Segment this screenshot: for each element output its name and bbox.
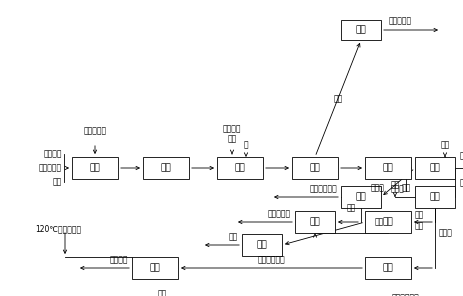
Bar xyxy=(414,157,454,179)
Bar xyxy=(217,157,263,179)
Bar xyxy=(340,20,380,40)
Text: 硫酸二甲酯: 硫酸二甲酯 xyxy=(83,126,106,135)
Text: 芒硝: 芒硝 xyxy=(228,232,238,241)
Text: 水: 水 xyxy=(243,140,248,149)
Text: 脱溶: 脱溶 xyxy=(355,192,366,202)
Text: 有机相: 有机相 xyxy=(370,183,384,192)
Text: 甲苯（回用）: 甲苯（回用） xyxy=(391,293,419,296)
Text: 硫酸: 硫酸 xyxy=(414,210,423,220)
Text: 水层: 水层 xyxy=(414,221,423,231)
Text: 120℃以下的组分: 120℃以下的组分 xyxy=(35,224,81,233)
Text: 水层: 水层 xyxy=(459,178,463,187)
Bar xyxy=(242,234,282,256)
Text: 甲苯: 甲苯 xyxy=(459,151,463,160)
Text: 有机相: 有机相 xyxy=(390,184,404,193)
Text: 冷凝: 冷凝 xyxy=(309,218,319,226)
Text: 蒸汽: 蒸汽 xyxy=(374,218,383,226)
Text: 分层: 分层 xyxy=(382,163,393,173)
Text: 水层: 水层 xyxy=(400,183,410,192)
Text: 吸收: 吸收 xyxy=(355,25,366,35)
Text: 甲苯: 甲苯 xyxy=(439,140,449,149)
Bar xyxy=(143,157,188,179)
Text: 碳酸钠溶液: 碳酸钠溶液 xyxy=(39,163,62,173)
Text: 溶液: 溶液 xyxy=(227,134,236,143)
Text: 甲苯: 甲苯 xyxy=(389,180,399,189)
Text: 甲苯（回用）: 甲苯（回用） xyxy=(308,184,336,193)
Text: 保温: 保温 xyxy=(160,163,171,173)
Text: 结晶: 结晶 xyxy=(256,240,267,250)
Bar xyxy=(364,157,410,179)
Bar xyxy=(364,257,410,279)
Text: 尾气: 尾气 xyxy=(333,94,342,103)
Text: 愈创木酚: 愈创木酚 xyxy=(109,255,128,264)
Text: 萃取: 萃取 xyxy=(429,163,439,173)
Text: 蒸馏: 蒸馏 xyxy=(149,263,160,273)
Text: 水（回用）: 水（回用） xyxy=(267,209,290,218)
Bar xyxy=(364,211,410,233)
Text: 愈创木酚粗品: 愈创木酚粗品 xyxy=(257,255,285,264)
Text: 邻苯二酚: 邻苯二酚 xyxy=(44,149,62,158)
Text: 甲苯: 甲苯 xyxy=(53,178,62,186)
Text: 脱溶: 脱溶 xyxy=(382,263,393,273)
Bar xyxy=(291,157,337,179)
Bar xyxy=(131,257,178,279)
Text: 氢氧化钠: 氢氧化钠 xyxy=(222,124,241,133)
Bar xyxy=(340,186,380,208)
Text: 萃取: 萃取 xyxy=(429,192,439,202)
Text: 碱洗: 碱洗 xyxy=(234,163,245,173)
Text: 反应: 反应 xyxy=(89,163,100,173)
Text: 焦油: 焦油 xyxy=(158,289,167,296)
Bar xyxy=(72,157,118,179)
Bar xyxy=(294,211,334,233)
Text: 甲苯: 甲苯 xyxy=(346,203,355,212)
Text: 蒸发: 蒸发 xyxy=(382,218,393,226)
Text: 粗甲醇溶液: 粗甲醇溶液 xyxy=(388,16,411,25)
Bar xyxy=(414,186,454,208)
Text: 保温: 保温 xyxy=(309,163,319,173)
Text: 有机相: 有机相 xyxy=(438,228,452,237)
